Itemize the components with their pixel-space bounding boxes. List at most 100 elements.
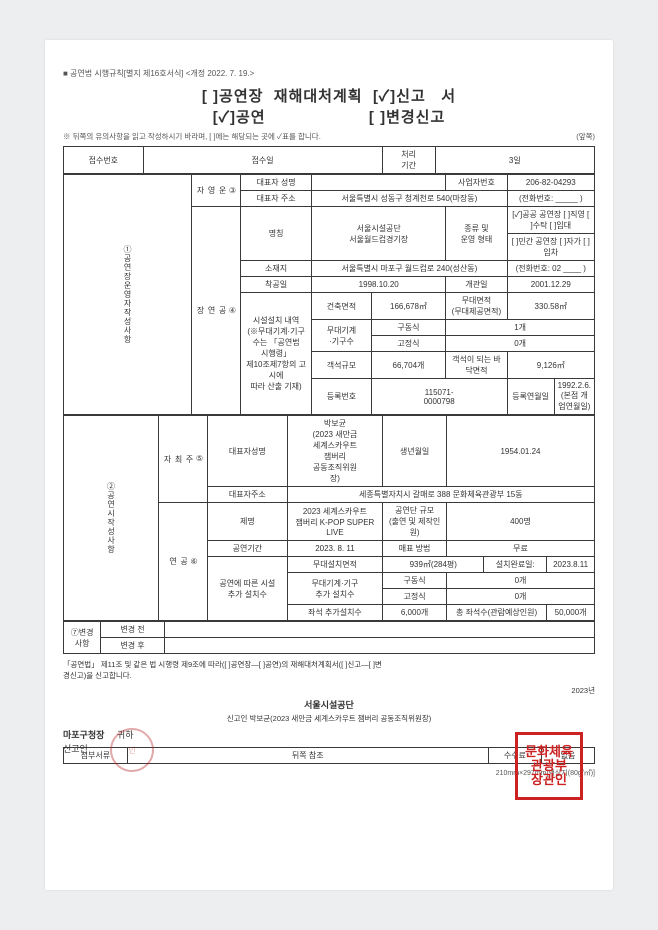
start: 1998.10.20 [312,277,446,293]
stagearea-label: 무대면적 (무대제공면적) [446,293,507,320]
faint-seal-icon: 인 [110,728,154,772]
host-name: 박보균 (2023 새만금 세계스카우트 잼버리 공동조직위원 장) [287,416,383,487]
op-addr: 서울특별시 성동구 청계천로 540(마장동) [312,191,507,207]
floor: 9,126㎡ [507,352,594,379]
host-addr-label: 대표자주소 [208,487,288,503]
title-1c: [✓]신고 [373,88,426,105]
handwritten-signer: 신고인 [63,742,88,755]
perf-mech-label: 무대기계·기구 추가 설치수 [287,573,383,605]
fix-label: 고정식 [371,336,446,352]
section2: ②공연시작성사항 ⑤ 주 최 자 대표자성명 박보균 (2023 새만금 세계스… [63,415,595,621]
venue-loc: 서울특별시 마포구 월드컵로 240(성산동) [312,261,507,277]
perf-stagearea-label: 무대설치면적 [287,557,383,573]
venue-type2: [ ]민간 공연장 [ ]자가 [ ]임차 [507,234,594,261]
venue-name-label: 명칭 [241,207,312,261]
area: 166,678㎡ [371,293,446,320]
fix: 0개 [446,336,595,352]
title-2c: [ ]변경신고 [369,109,445,126]
perf-addseat-label: 좌석 추가설치수 [287,605,383,621]
perf-period-label: 공연기간 [208,541,288,557]
title-2a: [✓]공연 [213,109,266,126]
receipt-table: 접수번호 접수일 처리 기간 3일 [63,146,595,174]
venue-tel: (전화번호: 02 ____ ) [507,261,594,277]
mov: 1개 [446,320,595,336]
venue-loc-label: 소재지 [241,261,312,277]
title-1d: 서 [441,88,456,105]
decl-to: 마포구청장 [63,730,104,740]
signer2: 신고인 박보균(2023 새만금 세계스카우트 잼버리 공동조직위원장) [63,713,595,724]
recv-num-label: 접수번호 [64,147,144,174]
title-1a: [ ]공연장 [202,88,264,105]
perf-title-label: 제명 [208,503,288,541]
perf-ticket-label: 매표 방법 [383,541,447,557]
attach-val: 뒤쪽 참조 [127,748,488,764]
change-after-label: 변경 후 [101,638,165,654]
op-tel: (전화번호: _____ ) [507,191,594,207]
op-sublabel: ③ 운 영 자 [192,175,241,207]
sec1-label: ①공연장운영자작성사항 [64,175,192,415]
perf-stagearea: 939㎡(284평) [383,557,484,573]
seat-label: 객석규모 [312,352,372,379]
reg-label: 등록번호 [312,379,372,415]
form-title: [ ]공연장 재해대처계획 [✓]신고 서 [✓]공연 [ ]변경신고 [63,85,595,127]
perf-done-label: 설치완료일: [484,557,547,573]
op-name-label: 대표자 성명 [241,175,312,191]
perf-crew: 400명 [446,503,594,541]
change-table: ⑦변경 사항 변경 전 변경 후 [63,621,595,654]
op-bizno: 206-82-04293 [507,175,594,191]
perf-total-label: 총 좌석수(관람예상인원) [446,605,546,621]
mech-label: 무대기계 ·기구수 [312,320,372,352]
perf-title: 2023 세계스카우트 잼버리 K-POP SUPER LIVE [287,503,383,541]
title-1b: 재해대처계획 [274,88,363,105]
perf-period: 2023. 8. 11 [287,541,383,557]
fac-label: 시설설치 내역 (※무대기계·기구 수는 「공연법 시행령」 제10조제7항의 … [241,293,312,415]
venue-sublabel: ④ 공 연 장 [192,207,241,415]
venue-type-label: 종류 및 운영 형태 [446,207,507,261]
host-bday: 1954.01.24 [446,416,594,487]
reg: 115071- 0000798 [371,379,507,415]
op-addr-label: 대표자 주소 [241,191,312,207]
section1: ①공연장운영자작성사항 ③ 운 영 자 대표자 성명 사업자번호 206-82-… [63,174,595,415]
perf-ticket: 무료 [446,541,594,557]
seal-icon: 문화체육 관광부 장관인 [515,732,583,800]
regdate: 1992.2.6.(본점 개업연월일) [554,379,594,415]
host-bday-label: 생년월일 [383,416,447,487]
rule-ref: ■ 공연법 시행규칙[별지 제16호서식] <개정 2022. 7. 19.> [63,68,595,79]
mov-label: 구동식 [371,320,446,336]
sec2-label: ②공연시작성사항 [64,416,159,621]
recv-date-label: 접수일 [143,147,382,174]
regdate-label: 등록연월일 [507,379,554,415]
form-note: ※ 뒤쪽의 유의사항을 읽고 작성하시기 바라며, [ ]에는 해당되는 곳에 … [63,131,321,142]
signer1: 서울시설공단 [304,700,354,710]
seat: 66,704개 [371,352,446,379]
area-label: 건축면적 [312,293,372,320]
perf-crew-label: 공연단 규모 (출연 및 제작인원) [383,503,447,541]
host-name-label: 대표자성명 [208,416,288,487]
perf-mov: 0개 [446,573,594,589]
perf-sublabel: ⑥ 공 연 [159,503,208,621]
stagearea: 330.58㎡ [507,293,594,320]
open-label: 개관일 [446,277,507,293]
op-bizno-label: 사업자번호 [446,175,507,191]
floor-label: 객석이 되는 바닥면적 [446,352,507,379]
perf-fix-label: 고정식 [383,589,447,605]
page-side: (앞쪽) [576,131,595,142]
change-before-label: 변경 전 [101,622,165,638]
open: 2001.12.29 [507,277,594,293]
recv-period-label: 처리 기간 [382,147,435,174]
change-label: ⑦변경 사항 [64,622,101,654]
venue-name: 서울시설공단 서울월드컵경기장 [312,207,446,261]
recv-period: 3일 [435,147,594,174]
perf-addseat: 6,000개 [383,605,447,621]
perf-total: 50,000개 [547,605,595,621]
decl-date: 2023년 [63,685,595,696]
host-addr: 세종특별자치시 갈매로 388 문화체육관광부 15동 [287,487,594,503]
perf-done: 2023.8.11 [547,557,595,573]
declaration: 「공연법」 제11조 및 같은 법 시행령 제9조에 따라([ ]공연장―[ ]… [63,660,595,681]
host-sublabel: ⑤ 주 최 자 [159,416,208,503]
perf-mov-label: 구동식 [383,573,447,589]
perf-extra-label: 공연에 따른 시설 추가 설치수 [208,557,288,621]
venue-type1: [✓]공공 공연장 [ ]직영 [ ]수탁 [ ]임대 [507,207,594,234]
perf-fix: 0개 [446,589,594,605]
start-label: 착공일 [241,277,312,293]
